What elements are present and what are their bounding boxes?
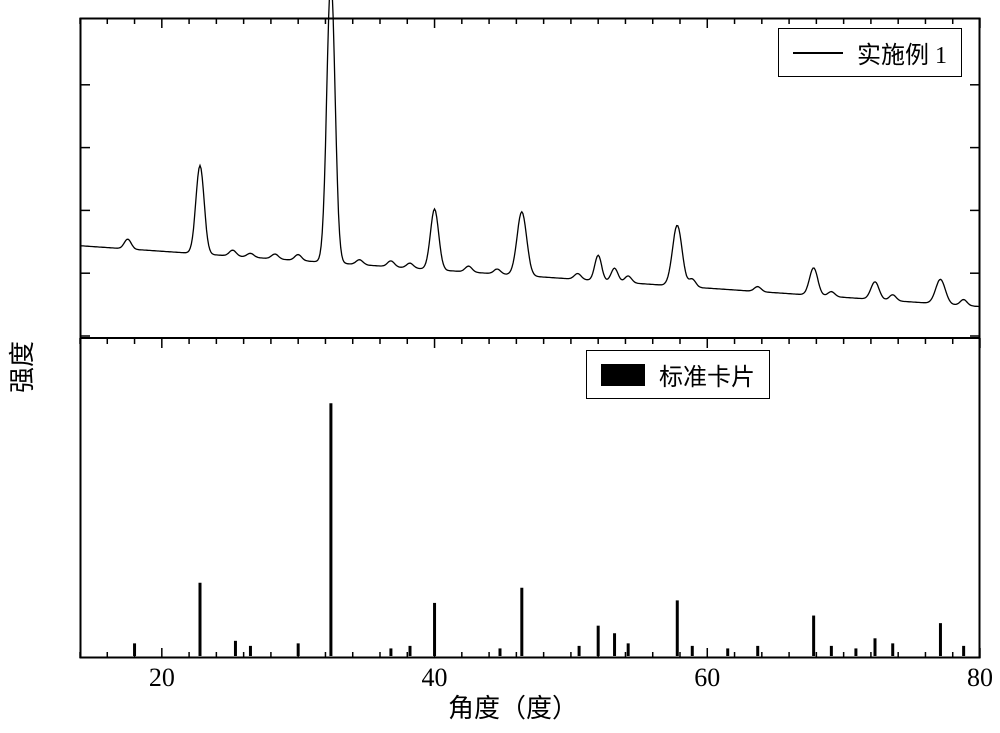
svg-text:20: 20 [149, 663, 175, 692]
x-axis-label: 角度（度） [448, 688, 578, 725]
svg-text:60: 60 [694, 663, 720, 692]
svg-text:40: 40 [422, 663, 448, 692]
svg-text:80: 80 [967, 663, 993, 692]
plot-area: 20406080 实施例 1 标准卡片 [80, 18, 980, 658]
legend-rect-swatch [601, 364, 645, 386]
y-axis-label: 强度 [2, 340, 39, 392]
chart-svg: 20406080 [80, 18, 980, 658]
legend-top: 实施例 1 [778, 28, 962, 77]
legend-bottom-label: 标准卡片 [659, 357, 755, 392]
legend-bottom: 标准卡片 [586, 350, 770, 399]
legend-top-label: 实施例 1 [857, 35, 947, 70]
legend-line-swatch [793, 52, 843, 54]
